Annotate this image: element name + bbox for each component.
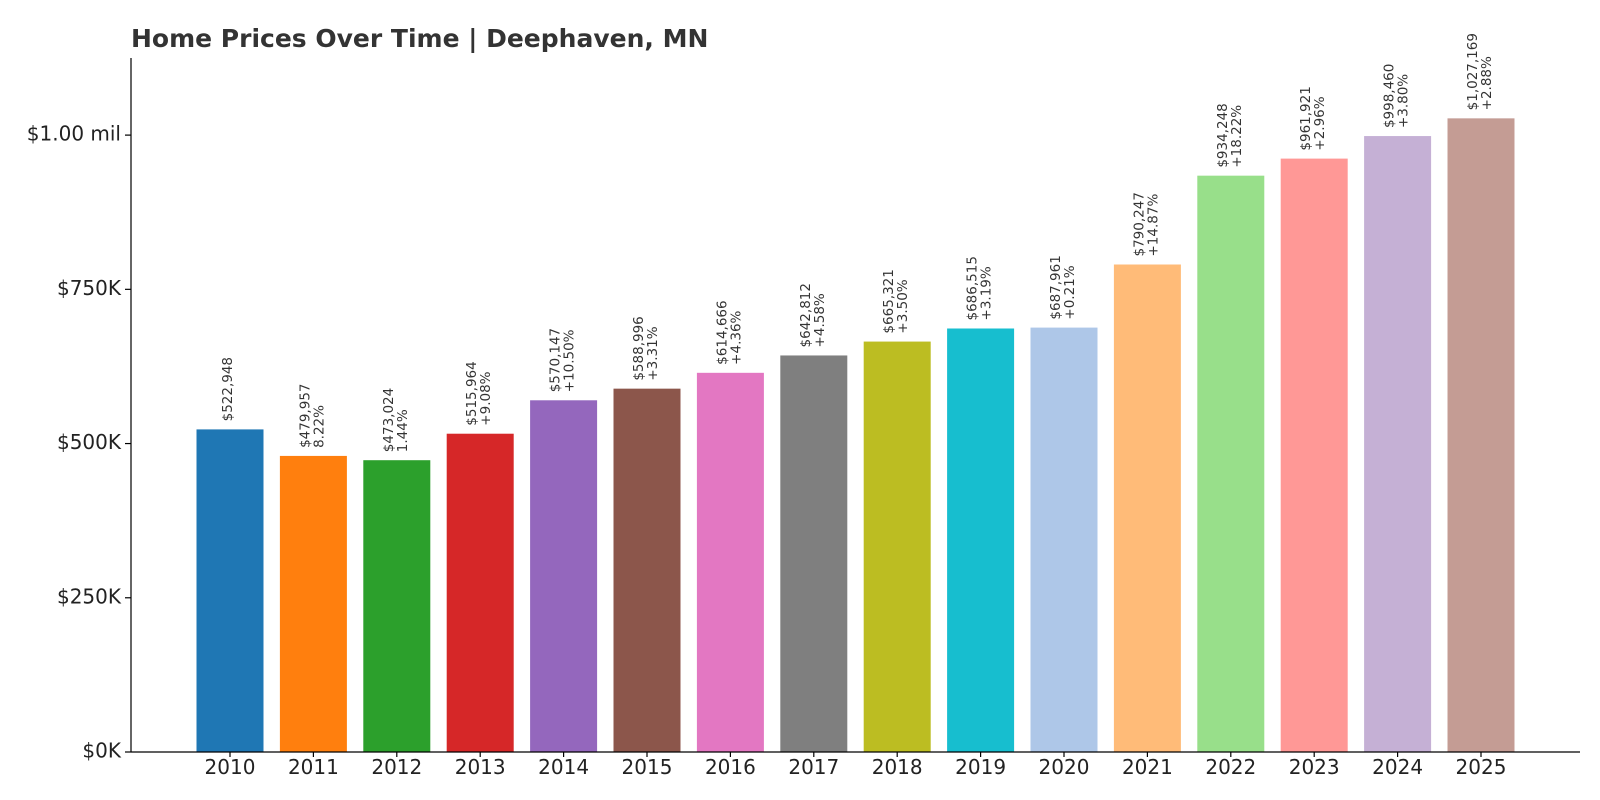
bar-value-label-2016: $614,666: [714, 300, 730, 364]
y-axis-ticks: $0K $250K $500K $750K $1.00 mil: [27, 122, 131, 763]
bar-change-label-2012: 1.44%: [395, 409, 411, 452]
x-axis-ticks: 2010 2011 2012 2013 2014 2015 2016 2017 2018 2019…: [205, 752, 1507, 779]
y-tick-label: $500K: [57, 430, 122, 454]
x-tick-label-2016: 2016: [705, 755, 756, 779]
x-tick-label-2014: 2014: [538, 755, 589, 779]
bar-label-group-2013: $515,964+9.08%: [464, 361, 494, 425]
x-tick-label-2018: 2018: [872, 755, 923, 779]
x-tick-label-2012: 2012: [371, 755, 422, 779]
bar-change-label-2018: +3.50%: [895, 279, 911, 333]
x-tick-label-2015: 2015: [622, 755, 673, 779]
y-tick-label: $0K: [82, 739, 121, 763]
bar-change-label-2024: +3.80%: [1396, 74, 1412, 128]
bar-label-group-2010: $522,948: [220, 357, 236, 421]
bar-label-group-2023: $961,921+2.96%: [1298, 86, 1328, 150]
bar-change-label-2025: +2.88%: [1479, 56, 1495, 110]
bar-2010: [196, 429, 264, 752]
bar-value-label-2012: $473,024: [381, 388, 397, 452]
bar-value-label-2011: $479,957: [297, 383, 313, 447]
bar-change-label-2022: +18.22%: [1229, 105, 1245, 168]
bar-label-group-2019: $686,515+3.19%: [965, 256, 995, 320]
bar-2016: [696, 372, 764, 752]
bar-label-group-2016: $614,666+4.36%: [714, 300, 744, 364]
bar-2024: [1364, 136, 1432, 752]
bars-layer: [196, 118, 1515, 753]
bar-label-group-2014: $570,147+10.50%: [548, 328, 578, 392]
x-tick-label-2020: 2020: [1039, 755, 1090, 779]
y-tick-label: $750K: [57, 276, 122, 300]
bar-change-label-2019: +3.19%: [979, 266, 995, 320]
bar-value-label-2024: $998,460: [1382, 64, 1398, 128]
bar-label-group-2025: $1,027,169+2.88%: [1465, 33, 1495, 110]
x-tick-label-2025: 2025: [1456, 755, 1507, 779]
x-tick-label-2011: 2011: [288, 755, 339, 779]
bar-label-group-2017: $642,812+4.58%: [798, 283, 828, 347]
bar-label-group-2018: $665,321+3.50%: [881, 269, 911, 333]
bar-2018: [863, 341, 931, 752]
bar-label-group-2022: $934,248+18.22%: [1215, 103, 1245, 167]
bar-value-label-2015: $588,996: [631, 316, 647, 380]
bar-label-group-2015: $588,996+3.31%: [631, 316, 661, 380]
bar-change-label-2021: +14.87%: [1145, 194, 1161, 257]
bar-value-label-2013: $515,964: [464, 361, 480, 425]
x-tick-label-2024: 2024: [1372, 755, 1423, 779]
bar-value-label-2023: $961,921: [1298, 86, 1314, 150]
bar-2011: [279, 455, 347, 752]
bar-change-label-2016: +4.36%: [728, 310, 744, 364]
x-tick-label-2013: 2013: [455, 755, 506, 779]
chart-title: Home Prices Over Time | Deephaven, MN: [131, 24, 708, 53]
bar-change-label-2020: +0.21%: [1062, 265, 1078, 319]
bar-value-label-2010: $522,948: [220, 357, 236, 421]
bar-2022: [1197, 175, 1265, 752]
bar-value-label-2018: $665,321: [881, 269, 897, 333]
bar-value-label-2014: $570,147: [548, 328, 564, 392]
x-tick-label-2023: 2023: [1289, 755, 1340, 779]
bar-2019: [947, 328, 1015, 752]
bar-2017: [780, 355, 848, 752]
bar-value-label-2020: $687,961: [1048, 255, 1064, 319]
bar-2021: [1113, 264, 1181, 752]
bar-change-label-2013: +9.08%: [478, 371, 494, 425]
x-tick-label-2017: 2017: [788, 755, 839, 779]
bar-2013: [446, 433, 514, 752]
x-tick-label-2022: 2022: [1205, 755, 1256, 779]
bar-value-label-2019: $686,515: [965, 256, 981, 320]
bar-2023: [1280, 158, 1348, 752]
x-tick-label-2021: 2021: [1122, 755, 1173, 779]
y-tick-label: $250K: [57, 584, 122, 608]
bar-value-label-2017: $642,812: [798, 283, 814, 347]
bar-2015: [613, 388, 681, 752]
bar-2025: [1447, 118, 1515, 753]
bar-2012: [363, 460, 431, 752]
bar-value-label-2022: $934,248: [1215, 103, 1231, 167]
bar-value-label-2021: $790,247: [1131, 192, 1147, 256]
bar-label-group-2024: $998,460+3.80%: [1382, 64, 1412, 128]
bar-change-label-2023: +2.96%: [1312, 96, 1328, 150]
y-tick-label: $1.00 mil: [27, 122, 121, 146]
bar-2020: [1030, 327, 1098, 752]
bar-change-label-2015: +3.31%: [645, 326, 661, 380]
x-tick-label-2010: 2010: [205, 755, 256, 779]
x-tick-label-2019: 2019: [955, 755, 1006, 779]
bar-change-label-2011: 8.22%: [311, 405, 327, 448]
bar-2014: [530, 400, 598, 752]
bar-value-label-2025: $1,027,169: [1465, 33, 1481, 110]
bar-label-group-2020: $687,961+0.21%: [1048, 255, 1078, 319]
bar-change-label-2017: +4.58%: [812, 293, 828, 347]
bar-label-group-2021: $790,247+14.87%: [1131, 192, 1161, 256]
bar-change-label-2014: +10.50%: [562, 329, 578, 392]
